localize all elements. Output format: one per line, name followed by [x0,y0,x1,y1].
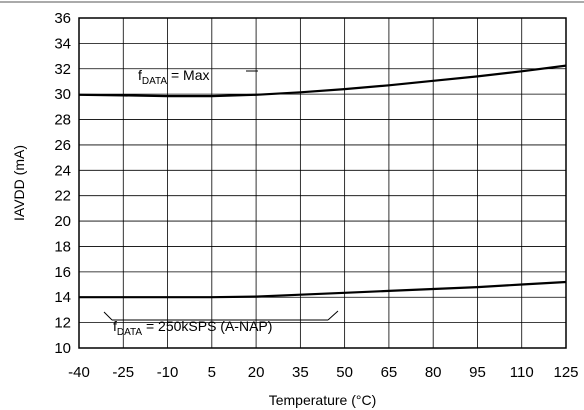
y-tick-label: 24 [54,162,71,179]
y-tick-label: 22 [54,188,71,205]
grid [78,17,567,349]
y-tick-label: 12 [54,315,71,332]
y-tick-label: 10 [54,340,71,357]
series-label-leader [327,310,339,321]
annotations: fDATA = Max fDATA = 250kSPS (A-NAP) [103,67,339,338]
x-tick-label: 125 [553,364,578,381]
x-tick-label: 110 [510,364,534,381]
x-tick-label: -40 [68,364,90,381]
x-tick-labels: -40 -25 -10 5 20 35 50 65 80 95 110 125 [68,364,578,381]
y-tick-label: 20 [54,213,71,230]
series-line-2 [79,280,567,299]
x-tick-label: 65 [381,364,398,381]
y-tick-labels: 10 12 14 16 18 20 22 24 26 28 30 32 34 36 [54,10,71,357]
y-tick-label: 26 [54,137,71,154]
x-tick-label: -25 [112,364,134,381]
y-tick-label: 36 [54,10,71,27]
series-layer [78,64,567,299]
series-label-2: fDATA = 250kSPS (A-NAP) [113,318,272,338]
y-tick-label: 16 [54,264,71,281]
y-tick-label: 18 [54,238,71,255]
series-label-1: fDATA = Max [138,67,209,87]
x-tick-label: 20 [248,364,265,381]
x-tick-label: 35 [292,364,309,381]
x-tick-label: 95 [469,364,486,381]
x-tick-label: -10 [157,364,179,381]
x-axis-label: Temperature (°C) [269,392,377,408]
y-tick-label: 32 [54,61,71,78]
y-tick-label: 30 [54,86,71,103]
plot-frame [78,17,567,349]
x-tick-label: 5 [208,364,216,381]
y-tick-label: 14 [54,289,71,306]
x-tick-label: 50 [336,364,353,381]
y-tick-label: 28 [54,112,71,129]
y-tick-label: 34 [54,35,71,52]
series-label-leader [103,311,113,321]
y-axis-label: IAVDD (mA) [11,145,27,221]
series-line-1 [78,64,567,98]
x-tick-label: 80 [425,364,442,381]
